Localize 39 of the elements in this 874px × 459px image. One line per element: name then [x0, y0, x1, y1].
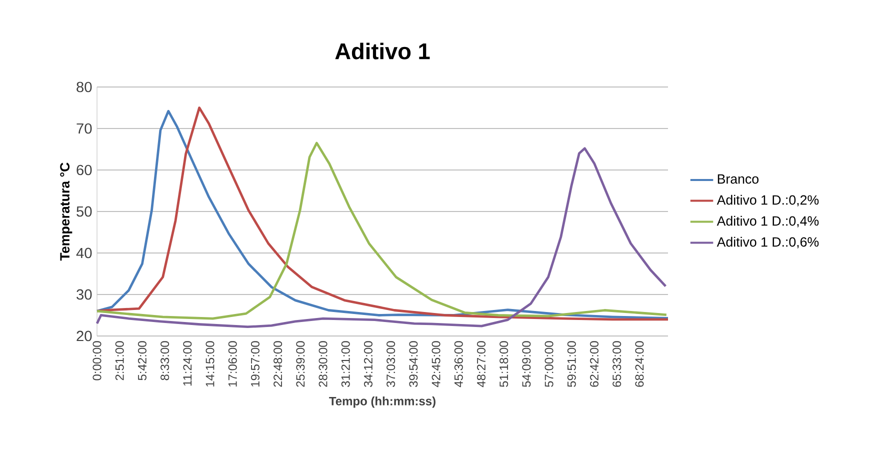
x-tick-label: 28:30:00	[318, 341, 328, 387]
x-tick-label: 45:36:00	[454, 341, 463, 388]
y-axis-title: Temperatura °C	[60, 162, 72, 261]
x-tick-label: 0:00:00	[92, 341, 102, 380]
legend-label: Aditivo 1 D.:0,4%	[716, 216, 819, 228]
y-tick-label: 70	[76, 123, 92, 134]
x-tick-label: 57:00:00	[544, 341, 554, 387]
y-tick-label: 60	[76, 164, 92, 176]
x-tick-label: 11:24:00	[183, 341, 192, 386]
legend-label: Branco	[718, 174, 759, 184]
y-tick-label: 50	[76, 206, 92, 217]
x-tick-label: 22:48:00	[274, 341, 282, 387]
y-tick-label: 80	[76, 82, 92, 92]
legend-label: Aditivo 1 D.:0,6%	[716, 236, 819, 248]
x-tick-label: 17:06:00	[228, 341, 237, 386]
x-tick-label: 37:03:00	[386, 341, 396, 387]
legend-label: Aditivo 1 D.:0,2%	[716, 194, 819, 206]
x-tick-label: 19:57:00	[250, 341, 260, 386]
x-axis-title: Tempo (hh:mm:ss)	[329, 396, 436, 408]
y-tick-label: 30	[76, 289, 92, 300]
x-tick-label: 25:39:00	[296, 341, 305, 387]
x-tick-label: 62:42:00	[590, 341, 599, 387]
x-tick-label: 2:51:00	[115, 341, 124, 380]
x-tick-label: 59:51:00	[567, 341, 576, 387]
x-tick-label: 65:33:00	[612, 341, 622, 387]
x-tick-label: 31:21:00	[341, 341, 350, 387]
x-tick-label: 14:15:00	[206, 341, 214, 386]
x-tick-label: 34:12:00	[364, 341, 372, 387]
x-tick-label: 48:27:00	[476, 341, 486, 388]
x-tick-label: 51:18:00	[500, 341, 508, 387]
x-tick-label: 5:42:00	[138, 341, 146, 380]
x-tick-label: 42:45:00	[432, 341, 440, 388]
x-tick-label: 39:54:00	[409, 341, 418, 387]
y-tick-label: 20	[76, 330, 92, 342]
x-tick-label: 54:09:00	[522, 341, 531, 387]
x-tick-label: 68:24:00	[635, 341, 644, 387]
chart-title: Aditivo 1	[335, 42, 430, 60]
x-tick-label: 8:33:00	[160, 341, 170, 380]
y-tick-label: 40	[76, 248, 92, 258]
